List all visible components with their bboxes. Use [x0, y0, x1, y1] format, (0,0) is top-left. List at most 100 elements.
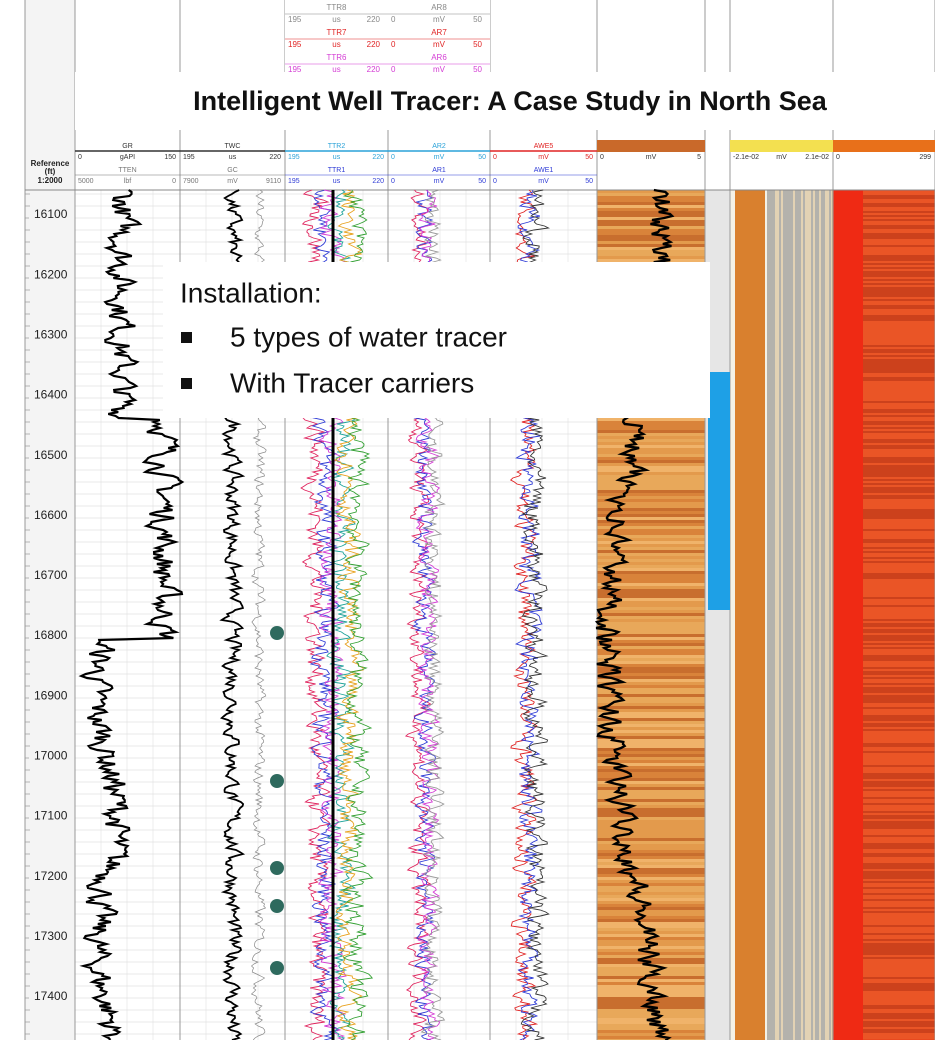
image-stripe [597, 661, 705, 664]
scale-max: 220 [367, 15, 381, 24]
image-stripe [597, 472, 705, 475]
image-stripe [597, 445, 705, 448]
depth-label: 16300 [34, 327, 68, 341]
image-stripe [597, 640, 705, 643]
image-stripe [597, 811, 705, 814]
image-stripe [597, 613, 705, 616]
bullet [181, 378, 192, 389]
image-stripe [597, 787, 705, 790]
color-bar [597, 140, 705, 152]
image-stripe [597, 619, 705, 622]
depth-label: 16800 [34, 628, 68, 642]
tracer-dot [270, 899, 284, 913]
image-stripe [597, 427, 705, 430]
scale-unit: mV [538, 178, 549, 185]
depth-label: 16100 [34, 207, 68, 221]
image-stripe [597, 892, 705, 895]
reference-unit: (ft) [45, 167, 56, 176]
scale-max: 150 [164, 154, 176, 161]
image-stripe [597, 439, 705, 442]
image-stripe [597, 913, 705, 916]
image-stripe [597, 475, 705, 478]
image-stripe [597, 250, 705, 253]
scale-min: 195 [288, 15, 302, 24]
image-stripe [597, 1012, 705, 1015]
image-fill [735, 190, 765, 1040]
image-stripe [597, 733, 705, 736]
image-stripe [597, 1030, 705, 1033]
scale-unit: mV [434, 178, 445, 185]
scale-unit: us [333, 154, 341, 161]
image-stripe [597, 808, 705, 811]
image-stripe [597, 559, 705, 562]
image-stripe [597, 433, 705, 436]
scale-unit: lbf [124, 178, 131, 185]
image-stripe [597, 523, 705, 526]
scale-max: 2.1e-02 [805, 154, 829, 161]
well-log-slide: 1610016200163001640016500166001670016800… [0, 0, 935, 1040]
curve-name: TTR8 [327, 3, 348, 12]
image-stripe [597, 610, 705, 613]
image-stripe [597, 994, 705, 997]
depth-label: 16400 [34, 388, 68, 402]
image-stripe [597, 622, 705, 625]
scale-max: 0 [172, 178, 176, 185]
image-stripe [597, 850, 705, 853]
callout-bullet: With Tracer carriers [230, 367, 474, 398]
image-stripe [597, 685, 705, 688]
image-stripe [597, 862, 705, 865]
image-stripe [597, 889, 705, 892]
scale-min: 195 [288, 154, 300, 161]
tracer-dot [270, 961, 284, 975]
image-stripe [597, 817, 705, 820]
image-stripe [597, 244, 705, 247]
image-stripe [597, 859, 705, 862]
image-stripe [597, 490, 705, 493]
depth-label: 17300 [34, 929, 68, 943]
depth-label: 17400 [34, 989, 68, 1003]
image-stripe [597, 538, 705, 541]
image-stripe [597, 820, 705, 823]
scale-unit: mV [433, 15, 446, 24]
scale-unit: mV [227, 178, 238, 185]
image-stripe [597, 478, 705, 481]
curve-name: AWE5 [534, 143, 554, 150]
image-stripe [597, 442, 705, 445]
image-stripe [597, 253, 705, 256]
header-bg [285, 0, 490, 72]
image-stripe [597, 196, 705, 199]
image-stripe [597, 211, 705, 214]
scale-unit: mV [646, 154, 657, 161]
image-stripe [597, 616, 705, 619]
scale-min: 195 [288, 40, 302, 49]
image-stripe [597, 829, 705, 832]
scale-max: 50 [473, 15, 482, 24]
image-stripe [597, 925, 705, 928]
image-stripe [597, 847, 705, 850]
depth-label: 16200 [34, 267, 68, 281]
image-stripe [597, 463, 705, 466]
image-stripe [597, 1033, 705, 1036]
callout-bullet: 5 types of water tracer [230, 321, 507, 352]
scale-max: 9110 [266, 178, 281, 185]
image-stripe [597, 238, 705, 241]
blue-interval [708, 372, 730, 610]
curve-name: TTEN [118, 167, 136, 174]
image-stripe [597, 967, 705, 970]
scale-min: 0 [78, 154, 82, 161]
scale-unit: us [229, 154, 237, 161]
image-stripe [597, 451, 705, 454]
scale-min: 0 [391, 15, 396, 24]
depth-label: 16600 [34, 508, 68, 522]
image-stripe [597, 916, 705, 919]
color-bar [833, 140, 935, 152]
image-stripe [597, 469, 705, 472]
image-stripe [597, 805, 705, 808]
image-stripe [597, 217, 705, 220]
image-stripe [597, 754, 705, 757]
image-stripe [597, 982, 705, 985]
image-stripe [597, 457, 705, 460]
scale-unit: mV [776, 154, 787, 161]
image-stripe [597, 229, 705, 232]
image-stripe [597, 646, 705, 649]
